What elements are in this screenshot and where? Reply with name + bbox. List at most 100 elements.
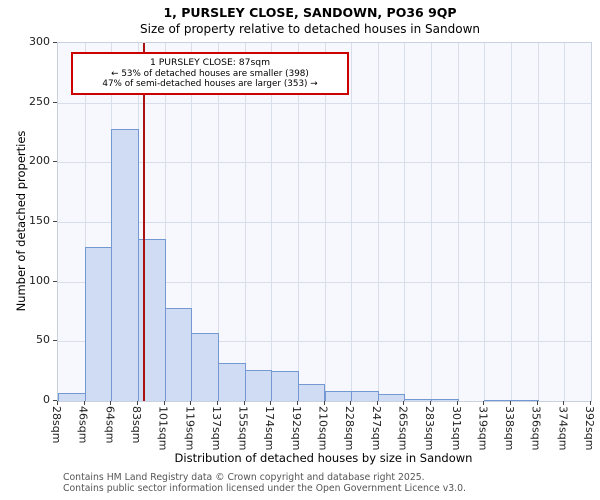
y-tick-label: 0 [43, 393, 50, 406]
y-tick-mark [53, 161, 57, 163]
y-tick-label: 50 [36, 333, 50, 347]
x-tick-mark [136, 401, 138, 405]
gridline-vertical [244, 43, 246, 401]
x-tick-label: 228sqm [343, 406, 357, 451]
y-tick-label: 200 [29, 154, 50, 168]
x-tick-label: 392sqm [583, 406, 596, 451]
histogram-bar [58, 392, 86, 401]
x-tick-label: 374sqm [556, 406, 570, 451]
annotation-line-2: ← 53% of detached houses are smaller (39… [111, 68, 309, 79]
gridline-vertical [377, 43, 379, 401]
x-tick-label: 64sqm [103, 406, 117, 444]
histogram-bar [511, 399, 539, 401]
histogram-bar [297, 384, 326, 401]
x-tick-label: 338sqm [503, 406, 517, 451]
y-tick-mark [53, 400, 57, 401]
histogram-bar [111, 128, 139, 401]
histogram-bar [484, 399, 513, 401]
gridline-vertical [191, 43, 193, 401]
y-tick-mark [53, 280, 57, 282]
y-tick-label: 150 [29, 214, 50, 227]
histogram-bar [324, 391, 353, 401]
x-tick-mark [510, 401, 512, 405]
x-tick-label: 137sqm [209, 406, 223, 451]
histogram-bar [84, 247, 113, 401]
x-tick-mark [216, 401, 218, 405]
x-tick-label: 247sqm [369, 406, 383, 451]
chart-title: 1, PURSLEY CLOSE, SANDOWN, PO36 9QP [163, 5, 457, 20]
x-tick-label: 356sqm [529, 406, 543, 451]
x-tick-label: 155sqm [236, 406, 250, 451]
histogram-bar [164, 307, 193, 401]
histogram-bar [351, 391, 379, 401]
x-axis-label: Distribution of detached houses by size … [174, 451, 473, 465]
histogram-bar [217, 362, 246, 401]
y-tick-mark [53, 221, 57, 222]
annotation-line-1: 1 PURSLEY CLOSE: 87sqm [149, 57, 271, 68]
y-tick-label: 100 [29, 273, 50, 287]
x-tick-label: 210sqm [316, 406, 330, 451]
x-tick-label: 28sqm [50, 406, 63, 444]
histogram-bar [431, 398, 459, 401]
gridline-vertical [484, 43, 486, 401]
gridline-vertical [564, 43, 566, 401]
gridline-vertical [297, 43, 299, 401]
annotation-line-3: 47% of semi-detached houses are larger (… [102, 79, 318, 90]
x-tick-label: 283sqm [423, 406, 437, 451]
x-tick-mark [83, 401, 85, 405]
y-tick-mark [53, 42, 57, 43]
gridline-vertical [511, 43, 513, 401]
x-tick-label: 119sqm [183, 406, 197, 451]
x-tick-mark [163, 401, 165, 405]
gridline-vertical [351, 43, 353, 401]
x-tick-mark [323, 401, 325, 405]
gridline-vertical [457, 43, 459, 401]
histogram-bar [137, 238, 166, 401]
x-tick-mark [270, 401, 272, 405]
y-tick-mark [53, 340, 57, 342]
x-tick-mark [190, 401, 192, 405]
histogram-bar [244, 369, 273, 401]
histogram-bar [271, 371, 299, 401]
gridline-vertical [537, 43, 539, 401]
histogram-bar [377, 393, 406, 401]
x-tick-mark [403, 401, 405, 405]
gridline-vertical [217, 43, 219, 401]
x-tick-mark [430, 401, 432, 405]
x-tick-mark [456, 401, 458, 405]
gridline-vertical [164, 43, 166, 401]
gridline-vertical [84, 43, 86, 401]
y-tick-label: 300 [29, 35, 50, 48]
gridline-vertical [324, 43, 326, 401]
x-tick-label: 174sqm [263, 406, 277, 451]
x-tick-label: 301sqm [449, 406, 463, 451]
x-tick-mark [57, 401, 58, 405]
x-tick-mark [536, 401, 538, 405]
annotation-box: 1 PURSLEY CLOSE: 87sqm ← 53% of detached… [71, 52, 349, 96]
x-tick-label: 46sqm [76, 406, 90, 444]
footer-attribution-2: Contains public sector information licen… [63, 483, 466, 494]
y-tick-mark [53, 101, 57, 103]
x-tick-mark [483, 401, 485, 405]
x-tick-mark [296, 401, 298, 405]
footer-attribution-1: Contains HM Land Registry data © Crown c… [63, 472, 425, 483]
y-tick-label: 250 [29, 94, 50, 108]
x-tick-mark [243, 401, 245, 405]
histogram-bar [404, 398, 433, 401]
gridline-vertical [431, 43, 433, 401]
x-tick-label: 192sqm [289, 406, 303, 451]
x-tick-label: 319sqm [476, 406, 490, 451]
x-tick-mark [590, 401, 591, 405]
histogram-bar [191, 332, 219, 401]
plot-area: 1 PURSLEY CLOSE: 87sqm ← 53% of detached… [57, 42, 592, 402]
x-tick-label: 265sqm [396, 406, 410, 451]
gridline-vertical [271, 43, 273, 401]
x-tick-mark [110, 401, 112, 405]
chart-subtitle: Size of property relative to detached ho… [140, 22, 480, 36]
gridline-vertical [404, 43, 406, 401]
x-tick-label: 83sqm [129, 406, 143, 444]
x-tick-label: 101sqm [156, 406, 170, 451]
property-size-marker-line [143, 43, 146, 401]
x-tick-mark [350, 401, 352, 405]
